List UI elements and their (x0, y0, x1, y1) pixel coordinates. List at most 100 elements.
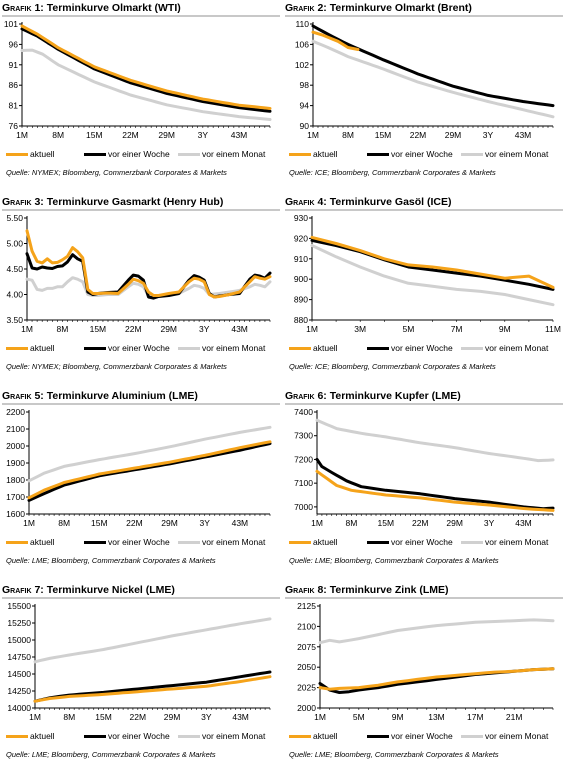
x-tick-label: 22M (126, 518, 143, 528)
legend-label: vor einem Monat (202, 537, 266, 547)
x-tick-label: 1M (314, 712, 326, 722)
y-tick-label: 920 (294, 233, 308, 243)
chart-title-text: Terminkurve Aluminium (LME) (46, 390, 198, 402)
y-tick-label: 15500 (7, 601, 31, 611)
title-rule (285, 597, 563, 599)
legend-swatch (367, 153, 389, 157)
legend-swatch (461, 153, 483, 157)
chart-panel-7: Grafik 7: Terminkurve Nickel (LME) 14000 1… (2, 584, 280, 774)
legend-swatch (461, 347, 483, 351)
series-line-aktuell (25, 229, 272, 299)
legend-swatch (6, 153, 28, 157)
y-tick-label: 2050 (297, 662, 316, 672)
legend-item: vor einer Woche (367, 149, 453, 159)
chart-legend: aktuell vor einer Woche vor einem Monat (285, 343, 563, 355)
chart-panel-6: Grafik 6: Terminkurve Kupfer (LME) 7000 71… (285, 390, 563, 580)
legend-label: vor einem Monat (202, 731, 266, 741)
legend-label: aktuell (313, 731, 338, 741)
x-tick-label: 3Y (201, 712, 212, 722)
y-tick-label: 1800 (6, 475, 25, 485)
legend-swatch (367, 735, 389, 739)
x-tick-label: 1M (21, 324, 33, 334)
x-tick-label: 5M (402, 324, 414, 334)
legend-swatch (6, 541, 28, 545)
x-tick-label: 7M (451, 324, 463, 334)
x-tick-label: 15M (90, 324, 107, 334)
chart-legend: aktuell vor einer Woche vor einem Monat (2, 537, 280, 549)
legend-item: vor einer Woche (367, 731, 453, 741)
chart-legend: aktuell vor einer Woche vor einem Monat (285, 731, 563, 743)
legend-item: aktuell (289, 537, 338, 547)
y-tick-label: 90 (300, 121, 310, 131)
legend-swatch (289, 347, 311, 351)
series-line-vor-einem-Monat (33, 617, 272, 664)
y-tick-label: 14500 (7, 669, 31, 679)
y-tick-label: 4.00 (6, 290, 23, 300)
series-line-vor-einem-Monat (310, 244, 555, 307)
y-tick-label: 1600 (6, 509, 25, 519)
chart-legend: aktuell vor einer Woche vor einem Monat (285, 537, 563, 549)
chart-title-text: Terminkurve Olmarkt (WTI) (46, 2, 181, 14)
legend-item: aktuell (289, 343, 338, 353)
series-line-vor-einem-Monat (315, 418, 555, 463)
x-tick-label: 13M (428, 712, 445, 722)
title-rule (2, 15, 280, 17)
line-chart: 880 890 900 910 920 930 1M 3M 5M 7M 9M 11M (294, 213, 561, 334)
legend-item: vor einer Woche (84, 343, 170, 353)
series-line-vor-einer-Woche (311, 24, 555, 108)
chart-legend: aktuell vor einer Woche vor einem Monat (2, 149, 280, 161)
legend-item: vor einer Woche (84, 731, 170, 741)
x-tick-label: 43M (232, 712, 249, 722)
x-tick-label: 15M (378, 518, 395, 528)
x-tick-label: 1M (16, 130, 28, 140)
y-tick-label: 94 (300, 101, 310, 111)
x-tick-label: 29M (446, 518, 463, 528)
chart-title-text: Terminkurve Kupfer (LME) (329, 390, 461, 402)
x-tick-label: 3Y (484, 518, 495, 528)
legend-label: vor einem Monat (485, 343, 549, 353)
y-tick-label: 98 (300, 80, 310, 90)
legend-label: vor einer Woche (108, 343, 170, 353)
series-line-vor-einem-Monat (318, 618, 555, 645)
legend-label: vor einer Woche (108, 537, 170, 547)
y-tick-label: 7000 (294, 502, 313, 512)
legend-swatch (367, 347, 389, 351)
legend-swatch (178, 541, 200, 545)
chart-panel-2: Grafik 2: Terminkurve Olmarkt (Brent) 90 9… (285, 2, 563, 192)
x-tick-label: 3Y (200, 518, 211, 528)
x-tick-label: 29M (160, 324, 177, 334)
legend-label: aktuell (30, 537, 55, 547)
chart-number: Grafik 8: (285, 584, 330, 596)
chart-number: Grafik 1: (2, 2, 47, 14)
legend-label: vor einer Woche (391, 731, 453, 741)
legend-item: vor einem Monat (178, 149, 265, 159)
y-tick-label: 5.50 (6, 213, 23, 223)
x-tick-label: 8M (58, 518, 70, 528)
x-tick-label: 15M (91, 518, 108, 528)
legend-item: aktuell (6, 731, 55, 741)
series-line-aktuell (27, 440, 272, 500)
y-tick-label: 2125 (297, 601, 316, 611)
chart-title-text: Terminkurve Zink (LME) (329, 584, 449, 596)
y-tick-label: 2075 (297, 642, 316, 652)
x-tick-label: 15M (375, 130, 392, 140)
chart-number: Grafik 2: (285, 2, 330, 14)
x-tick-label: 1M (311, 518, 323, 528)
legend-item: vor einem Monat (461, 343, 548, 353)
series-line-aktuell (318, 667, 555, 691)
legend-label: vor einer Woche (391, 343, 453, 353)
y-tick-label: 7200 (294, 454, 313, 464)
chart-panel-5: Grafik 5: Terminkurve Aluminium (LME) 160… (2, 390, 280, 580)
legend-label: aktuell (313, 537, 338, 547)
x-tick-label: 3Y (198, 130, 209, 140)
legend-swatch (289, 153, 311, 157)
legend-item: aktuell (6, 149, 55, 159)
title-rule (2, 209, 280, 211)
line-chart: 2000 2025 2050 2075 2100 2125 1M 5M 9M 13M 17M 21M (297, 601, 555, 722)
y-tick-label: 7100 (294, 478, 313, 488)
legend-label: vor einem Monat (485, 731, 549, 741)
x-tick-label: 22M (130, 712, 147, 722)
legend-swatch (84, 735, 106, 739)
title-rule (285, 15, 563, 17)
chart-legend: aktuell vor einer Woche vor einem Monat (2, 343, 280, 355)
